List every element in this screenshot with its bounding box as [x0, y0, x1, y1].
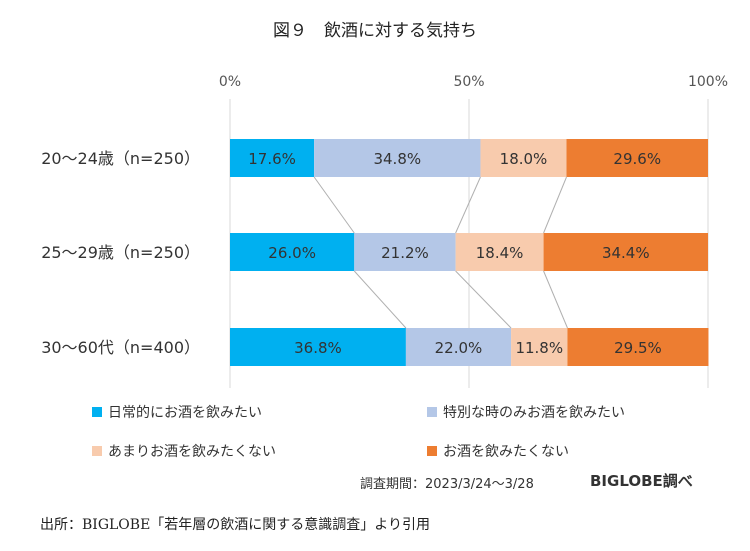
data-label: 29.5% — [614, 339, 662, 357]
series-connector-line — [543, 176, 567, 234]
bar-segment — [405, 328, 512, 366]
data-label: 22.0% — [435, 339, 483, 357]
legend-item: お酒を飲みたくない — [427, 441, 569, 461]
data-label: 18.4% — [476, 244, 524, 262]
series-connector-line — [455, 270, 512, 329]
bar-segment — [230, 139, 315, 177]
bar-segment — [567, 328, 709, 366]
bar-segment — [314, 139, 481, 177]
bar-segment — [511, 328, 568, 366]
bar-segment — [543, 233, 708, 271]
series-connector-line — [313, 176, 355, 234]
legend-swatch — [92, 446, 102, 456]
x-tick-label: 0% — [219, 74, 241, 90]
legend-swatch — [92, 407, 102, 417]
category-label: 30～60代（n=400） — [41, 338, 200, 357]
series-connector-line — [455, 176, 481, 234]
bar-segment — [455, 233, 544, 271]
legend-label: あまりお酒を飲みたくない — [108, 444, 276, 460]
data-label: 34.4% — [602, 244, 650, 262]
category-label: 25～29歳（n=250） — [41, 243, 200, 262]
legend-item: 特別な時のみお酒を飲みたい — [427, 402, 625, 422]
bar-segment — [480, 139, 567, 177]
data-label: 18.0% — [500, 150, 548, 168]
x-tick-label: 100% — [688, 74, 728, 90]
legend-swatch — [427, 446, 437, 456]
bar-segment — [230, 233, 355, 271]
data-label: 26.0% — [268, 244, 316, 262]
legend-label: 日常的にお酒を飲みたい — [108, 405, 262, 421]
legend-swatch — [427, 407, 437, 417]
data-label: 21.2% — [381, 244, 429, 262]
bar-segment — [230, 328, 406, 366]
legend-label: 特別な時のみお酒を飲みたい — [443, 405, 625, 421]
data-label: 29.6% — [613, 150, 661, 168]
legend-label: お酒を飲みたくない — [443, 444, 569, 460]
x-tick-label: 50% — [453, 74, 484, 90]
data-label: 36.8% — [294, 339, 342, 357]
legend-item: 日常的にお酒を飲みたい — [92, 402, 262, 422]
data-label: 11.8% — [515, 339, 563, 357]
category-label: 20～24歳（n=250） — [41, 149, 200, 168]
data-label: 17.6% — [248, 150, 296, 168]
brand-credit: BIGLOBE調べ — [590, 472, 693, 490]
bar-segment — [354, 233, 456, 271]
bar-segment — [566, 139, 708, 177]
series-connector-line — [543, 270, 568, 329]
chart-title: 図９ 飲酒に対する気持ち — [273, 21, 477, 41]
legend-item: あまりお酒を飲みたくない — [92, 441, 276, 461]
data-label: 34.8% — [373, 150, 421, 168]
survey-period: 調査期間：2023/3/24～3/28 — [360, 477, 534, 492]
source-note: 出所：BIGLOBE「若年層の飲酒に関する意識調査」より引用 — [40, 517, 431, 533]
series-connector-line — [353, 270, 407, 329]
